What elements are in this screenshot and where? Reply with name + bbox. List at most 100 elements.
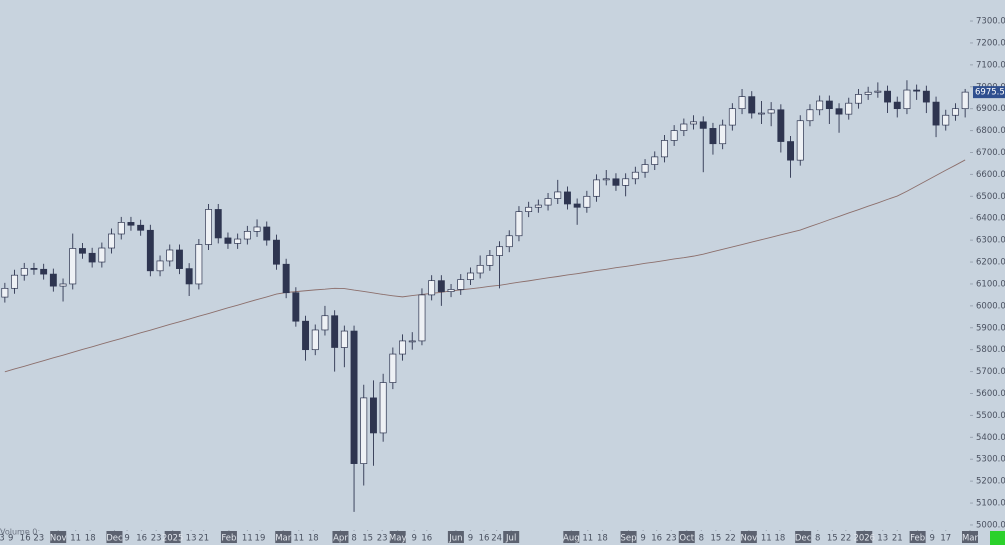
x-tick-label: Dec	[106, 534, 123, 544]
candle-body	[98, 247, 106, 263]
x-tick-label: 19	[255, 534, 266, 544]
x-tick-highlight	[909, 531, 926, 543]
x-tick-highlight	[678, 531, 695, 543]
candle-body	[418, 294, 426, 342]
y-tick-label: 6800.00	[976, 126, 1005, 136]
candle-body	[447, 289, 455, 292]
candle-body	[563, 191, 571, 205]
x-tick-label: Oct	[679, 534, 694, 544]
y-tick-label: 6600.00	[976, 170, 1005, 180]
candle-body	[49, 273, 57, 287]
y-tick-label: 5200.00	[976, 477, 1005, 487]
candle-body	[699, 121, 707, 129]
y-tick-label: 7300.00	[976, 17, 1005, 27]
candle-body	[457, 279, 465, 290]
y-tick-label: 5300.00	[976, 455, 1005, 465]
x-tick-label: 23	[377, 534, 388, 544]
x-tick-label: May	[389, 534, 407, 544]
x-tick-highlight	[164, 531, 181, 543]
candle-body	[612, 178, 620, 186]
candle-body	[156, 260, 164, 272]
y-tick-label: 6100.00	[976, 279, 1005, 289]
x-tick-label: 16	[20, 534, 31, 544]
x-tick-highlight	[503, 531, 520, 543]
y-tick-label: 7200.00	[976, 38, 1005, 48]
x-tick-highlight	[795, 531, 812, 543]
x-tick-highlight	[389, 531, 406, 543]
x-tick-label: 16	[136, 534, 147, 544]
candle-body	[602, 178, 610, 181]
x-tick-label: Mar	[275, 534, 292, 544]
candle-body	[466, 272, 474, 280]
candle-body	[331, 315, 339, 348]
candle-body	[408, 340, 416, 343]
x-tick-label: 23	[33, 534, 44, 544]
candle-body	[88, 252, 96, 263]
y-tick-label: 5500.00	[976, 411, 1005, 421]
x-tick-highlight	[220, 531, 237, 543]
candle-body	[573, 203, 581, 208]
candle-body	[690, 121, 698, 125]
candle-body	[748, 96, 756, 114]
candle-body	[942, 114, 950, 126]
candle-body	[593, 179, 601, 197]
candle-body	[806, 109, 814, 122]
x-tick-highlight	[275, 531, 292, 543]
x-tick-label: 23	[666, 534, 677, 544]
y-tick-label: 5800.00	[976, 345, 1005, 355]
x-tick-highlight	[563, 531, 580, 543]
candle-body	[137, 224, 145, 231]
candle-body	[117, 222, 125, 235]
candle-body	[583, 195, 591, 208]
x-tick-label: 16	[651, 534, 662, 544]
x-tick-label: 24	[491, 534, 502, 544]
x-tick-label: 22	[725, 534, 736, 544]
candle-body	[175, 249, 183, 269]
candle-body	[321, 315, 329, 331]
x-tick-label: 9	[411, 534, 416, 544]
candle-body	[302, 320, 310, 351]
candle-body	[787, 141, 795, 161]
x-tick-label: 9	[468, 534, 473, 544]
x-tick-label: Feb	[910, 534, 925, 544]
candle-body	[214, 209, 222, 239]
y-tick-label: 5600.00	[976, 389, 1005, 399]
candle-body	[127, 222, 135, 226]
x-tick-label: 15	[827, 534, 838, 544]
candle-body	[185, 268, 193, 285]
candle-body	[922, 90, 930, 103]
candle-body	[534, 204, 542, 208]
x-tick-label: 3	[0, 534, 5, 544]
status-box	[990, 531, 1005, 545]
x-tick-label: Feb	[221, 534, 236, 544]
x-tick-label: Aug	[563, 534, 580, 544]
x-tick-label: 8	[815, 534, 820, 544]
candle-body	[544, 198, 552, 206]
candle-body	[272, 239, 280, 265]
candle-body	[340, 330, 348, 348]
x-tick-highlight	[332, 531, 349, 543]
x-tick-label: 21	[198, 534, 209, 544]
candle-body	[777, 109, 785, 142]
x-tick-label: Nov	[741, 534, 758, 544]
y-tick-label: 5000.00	[976, 520, 1005, 530]
x-tick-label: 11	[582, 534, 593, 544]
x-tick-highlight	[620, 531, 637, 543]
x-tick-label: 9	[640, 534, 645, 544]
candle-body	[224, 237, 232, 244]
candle-body	[69, 248, 77, 285]
volume-label: Volume 0	[0, 528, 37, 537]
candle-body	[884, 90, 892, 103]
y-tick-label: 6500.00	[976, 192, 1005, 202]
candle-body	[816, 100, 824, 111]
x-tick-label: Apr	[333, 534, 348, 544]
x-tick-label: 13	[877, 534, 888, 544]
x-tick-label: Jun	[448, 534, 462, 544]
y-tick-label: 5900.00	[976, 323, 1005, 333]
candle-body	[292, 292, 300, 322]
x-tick-label: 18	[85, 534, 96, 544]
y-tick-label: 7100.00	[976, 60, 1005, 70]
candle-body	[243, 231, 251, 240]
candle-body	[719, 124, 727, 145]
x-tick-label: 18	[597, 534, 608, 544]
